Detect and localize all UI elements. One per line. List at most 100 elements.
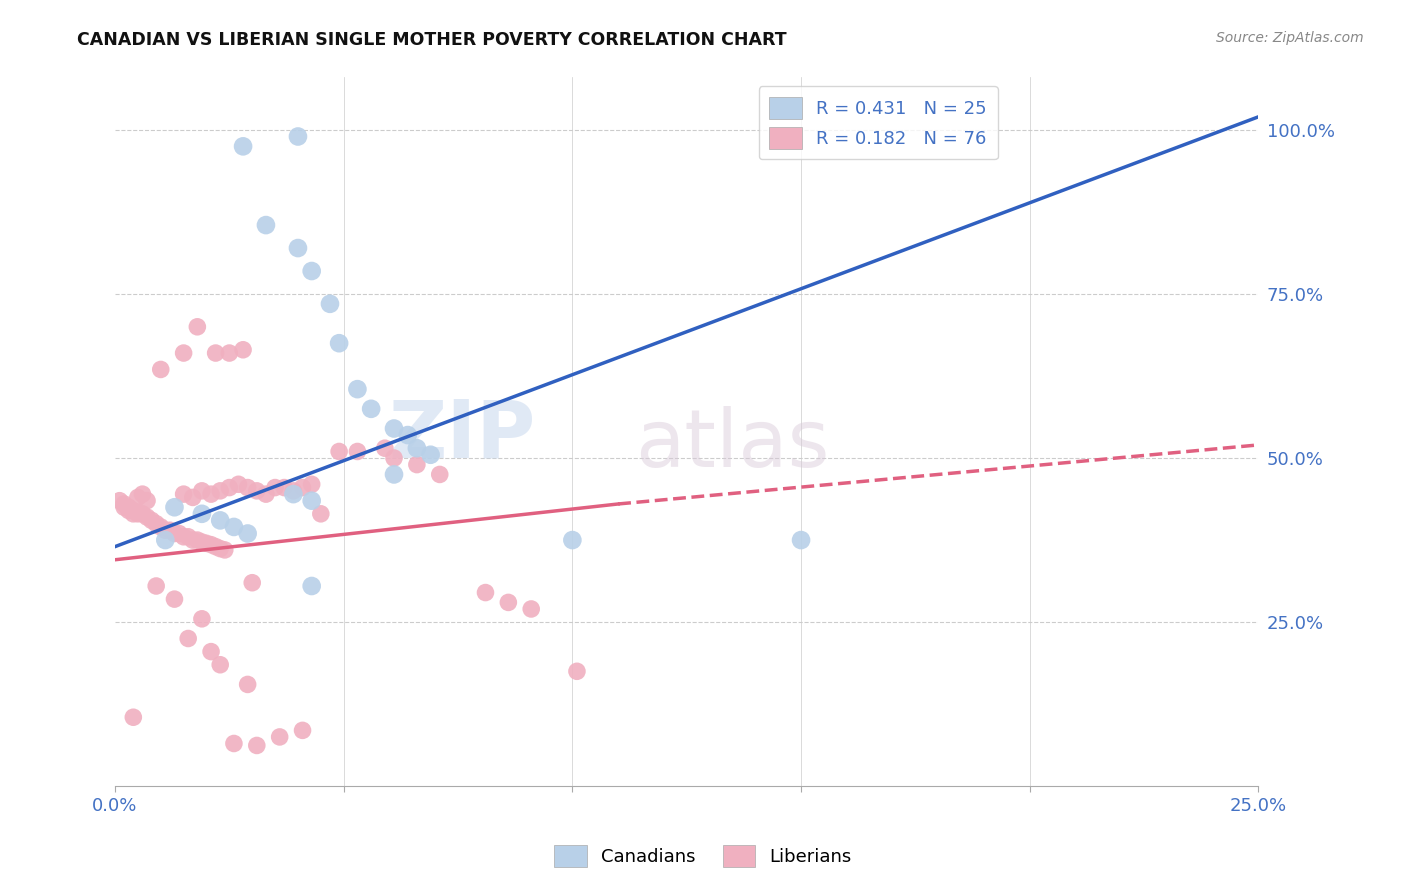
Point (291, 723, 314, 738)
Point (191, 612, 214, 626)
Point (419, 448, 441, 462)
Point (173, 346, 195, 360)
Point (429, 467, 451, 482)
Point (209, 513, 232, 527)
Text: CANADIAN VS LIBERIAN SINGLE MOTHER POVERTY CORRELATION CHART: CANADIAN VS LIBERIAN SINGLE MOTHER POVER… (77, 31, 787, 49)
Point (181, 533, 204, 547)
Point (301, 264, 323, 278)
Point (474, 585, 496, 599)
Point (122, 503, 145, 517)
Point (163, 592, 186, 607)
Point (200, 645, 222, 659)
Point (209, 483, 232, 498)
Point (108, 493, 131, 508)
Point (232, 343, 254, 357)
Point (240, 575, 263, 590)
Point (218, 346, 240, 360)
Point (122, 710, 145, 724)
Point (565, 665, 588, 679)
Point (222, 737, 245, 751)
Legend: Canadians, Liberians: Canadians, Liberians (547, 838, 859, 874)
Point (149, 362, 172, 376)
Point (218, 481, 240, 495)
Point (131, 507, 153, 521)
Point (382, 467, 405, 482)
Point (136, 510, 159, 524)
Legend: R = 0.431   N = 25, R = 0.182   N = 76: R = 0.431 N = 25, R = 0.182 N = 76 (759, 87, 998, 160)
Point (283, 483, 305, 498)
Point (200, 538, 222, 552)
Point (173, 487, 195, 501)
Point (291, 481, 314, 495)
Point (177, 530, 200, 544)
Point (254, 218, 277, 232)
Point (405, 458, 427, 472)
Point (149, 520, 172, 534)
Point (236, 677, 259, 691)
Point (200, 487, 222, 501)
Point (346, 444, 368, 458)
Point (236, 481, 259, 495)
Point (561, 533, 583, 547)
Point (246, 483, 269, 498)
Point (131, 487, 153, 501)
Point (195, 536, 218, 550)
Point (382, 421, 405, 435)
Point (236, 526, 259, 541)
Point (127, 507, 149, 521)
Point (328, 444, 350, 458)
Point (127, 491, 149, 505)
Point (122, 507, 145, 521)
Point (118, 500, 141, 515)
Point (204, 540, 226, 554)
Point (301, 493, 323, 508)
Point (159, 523, 181, 537)
Point (328, 336, 350, 351)
Point (269, 730, 291, 744)
Point (405, 441, 427, 455)
Point (145, 516, 167, 531)
Point (191, 483, 214, 498)
Point (346, 382, 368, 396)
Point (155, 523, 177, 537)
Point (374, 441, 396, 455)
Point (264, 481, 287, 495)
Point (382, 450, 405, 465)
Point (254, 487, 277, 501)
Point (360, 401, 382, 416)
Point (222, 520, 245, 534)
Point (246, 739, 269, 753)
Point (145, 579, 167, 593)
Point (118, 503, 141, 517)
Point (173, 530, 195, 544)
Text: atlas: atlas (636, 406, 830, 484)
Point (396, 428, 419, 442)
Point (214, 542, 236, 557)
Point (287, 129, 309, 144)
Point (309, 507, 332, 521)
Point (283, 487, 305, 501)
Point (498, 595, 520, 609)
Text: Source: ZipAtlas.com: Source: ZipAtlas.com (1216, 31, 1364, 45)
Point (287, 241, 309, 255)
Text: ZIP: ZIP (388, 396, 536, 474)
Point (191, 507, 214, 521)
Point (301, 477, 323, 491)
Point (186, 533, 208, 547)
Point (204, 346, 226, 360)
Point (209, 541, 232, 556)
Point (186, 319, 208, 334)
Point (141, 513, 163, 527)
Point (112, 497, 135, 511)
Point (163, 500, 186, 515)
Point (790, 533, 813, 547)
Point (191, 535, 214, 549)
Point (167, 526, 190, 541)
Point (136, 493, 159, 508)
Point (181, 491, 204, 505)
Point (177, 632, 200, 646)
Point (228, 477, 250, 491)
Point (520, 602, 543, 616)
Point (232, 139, 254, 153)
Point (319, 297, 342, 311)
